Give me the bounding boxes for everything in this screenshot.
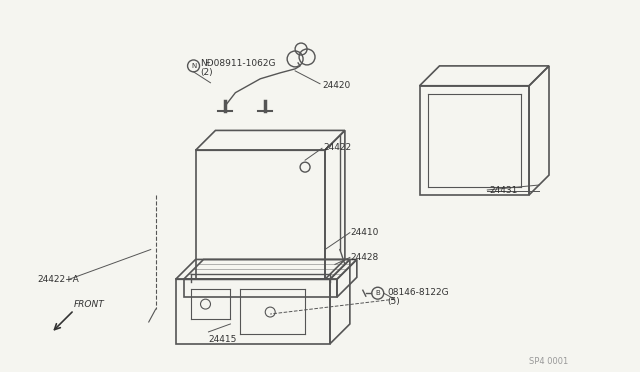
Text: 24410: 24410 [350,228,378,237]
Text: B: B [376,290,380,296]
Text: 24415: 24415 [209,335,237,344]
Text: 24431: 24431 [489,186,518,195]
Text: 24428: 24428 [350,253,378,263]
Text: 24422: 24422 [323,143,351,152]
Text: N: N [191,63,196,69]
Text: FRONT: FRONT [74,300,105,309]
Text: (5): (5) [388,297,401,306]
Text: (2): (2) [200,68,213,77]
Text: 24420: 24420 [322,81,350,90]
Text: 08146-8122G: 08146-8122G [388,288,449,297]
Text: SP4 0001: SP4 0001 [529,357,568,366]
Text: NÐ08911-1062G: NÐ08911-1062G [200,59,276,68]
Text: 24422+A: 24422+A [37,275,79,284]
